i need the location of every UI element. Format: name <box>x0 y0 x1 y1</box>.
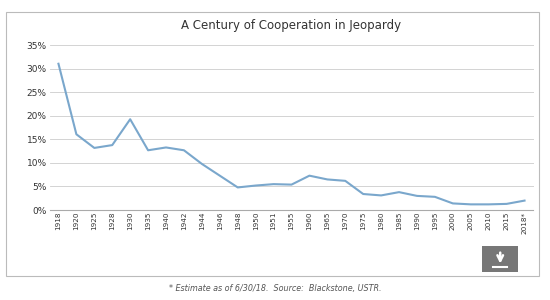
Average US Tariff Rate <box>199 162 205 166</box>
Average US Tariff Rate <box>180 148 187 152</box>
Average US Tariff Rate <box>127 117 134 121</box>
Average US Tariff Rate <box>503 202 510 206</box>
Average US Tariff Rate <box>360 192 366 196</box>
Average US Tariff Rate <box>252 184 259 187</box>
Average US Tariff Rate <box>234 186 241 189</box>
Average US Tariff Rate <box>396 190 403 194</box>
Average US Tariff Rate <box>288 183 295 186</box>
Average US Tariff Rate <box>486 202 492 206</box>
Average US Tariff Rate <box>163 146 169 149</box>
Average US Tariff Rate <box>91 146 97 150</box>
Average US Tariff Rate <box>449 202 456 205</box>
Average US Tariff Rate <box>324 178 331 181</box>
Average US Tariff Rate <box>342 179 349 183</box>
Average US Tariff Rate <box>378 194 384 197</box>
Average US Tariff Rate <box>217 174 223 178</box>
Average US Tariff Rate <box>414 194 420 198</box>
Average US Tariff Rate <box>468 202 474 206</box>
Average US Tariff Rate <box>306 174 313 178</box>
Title: A Century of Cooperation in Jeopardy: A Century of Cooperation in Jeopardy <box>182 19 402 32</box>
Average US Tariff Rate <box>521 199 528 202</box>
Average US Tariff Rate <box>73 133 80 136</box>
Text: * Estimate as of 6/30/18.  Source:  Blackstone, USTR.: * Estimate as of 6/30/18. Source: Blacks… <box>169 284 381 293</box>
Average US Tariff Rate <box>145 148 151 152</box>
Average US Tariff Rate <box>270 182 277 186</box>
Line: Average US Tariff Rate: Average US Tariff Rate <box>58 64 525 204</box>
Average US Tariff Rate <box>109 143 116 147</box>
Average US Tariff Rate <box>55 62 62 65</box>
Average US Tariff Rate <box>432 195 438 199</box>
